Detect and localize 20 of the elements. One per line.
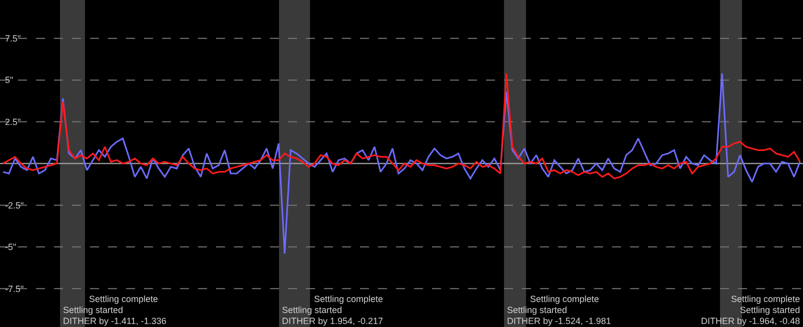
y-tick-label: -7.5"	[5, 284, 24, 294]
annotation: Settling started	[507, 305, 568, 315]
line-series	[2, 72, 801, 254]
annotation: DITHER by -1.411, -1.336	[63, 316, 166, 326]
y-tick-label: 7.5"	[5, 34, 21, 44]
annotation: DITHER by -1.524, -1.981	[507, 316, 612, 326]
y-tick-label: 2.5"	[5, 116, 21, 127]
line-series	[2, 72, 801, 180]
annotation: DITHER by -1.964, -0.48	[701, 316, 800, 326]
annotation: Settling started	[63, 305, 124, 315]
y-tick-label: -5"	[5, 242, 16, 252]
annotation: Settling complete	[731, 294, 800, 304]
annotation: Settling complete	[89, 294, 158, 304]
annotation: Settling started	[282, 305, 342, 315]
annotation: Settling complete	[314, 294, 384, 304]
y-tick-label: -2.5"	[5, 200, 24, 210]
annotation: DITHER by 1.954, -0.217	[282, 316, 384, 326]
y-tick-label: 5"	[5, 75, 14, 86]
annotation: Settling started	[740, 305, 800, 315]
annotation: Settling complete	[530, 294, 600, 304]
